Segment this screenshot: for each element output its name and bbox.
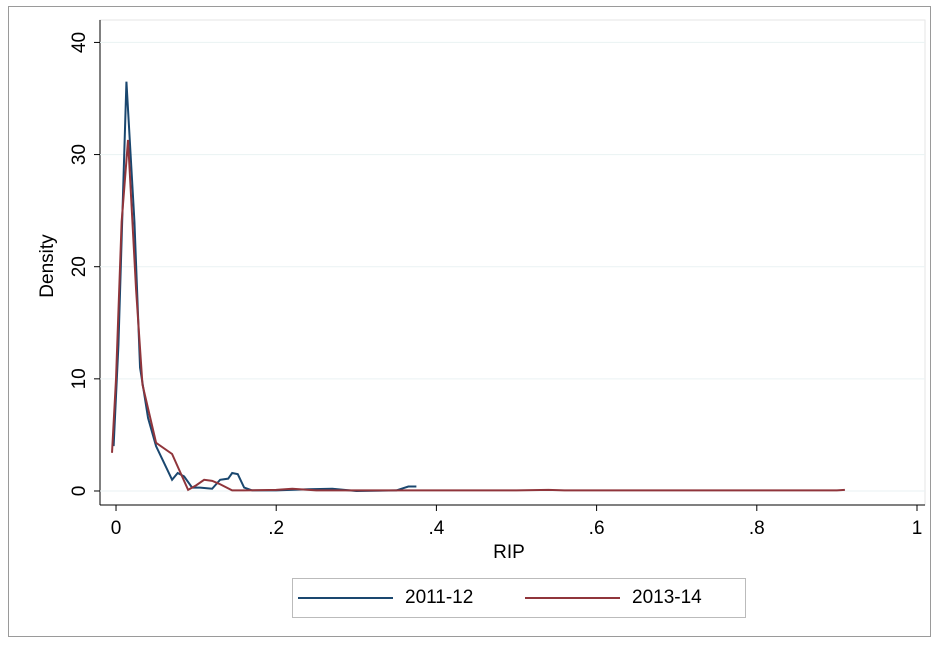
y-tick-label: 0 — [69, 486, 90, 497]
x-tick-label: .6 — [589, 518, 605, 539]
x-tick-label: 1 — [912, 518, 923, 539]
legend-label: 2013-14 — [632, 587, 702, 608]
series-line — [111, 139, 845, 492]
y-tick-label: 30 — [69, 144, 90, 165]
plot-area — [99, 19, 926, 506]
x-tick-label: 0 — [111, 518, 122, 539]
legend-label: 2011-12 — [405, 587, 473, 608]
x-tick-label: .8 — [749, 518, 765, 539]
y-tick-label: 20 — [69, 256, 90, 277]
x-tick-label: .4 — [428, 518, 444, 539]
x-tick-label: .2 — [268, 518, 284, 539]
x-axis-label: RIP — [493, 542, 525, 563]
y-tick-label: 40 — [69, 32, 90, 53]
y-axis-label: Density — [37, 234, 58, 298]
y-tick-label: 10 — [69, 368, 90, 389]
